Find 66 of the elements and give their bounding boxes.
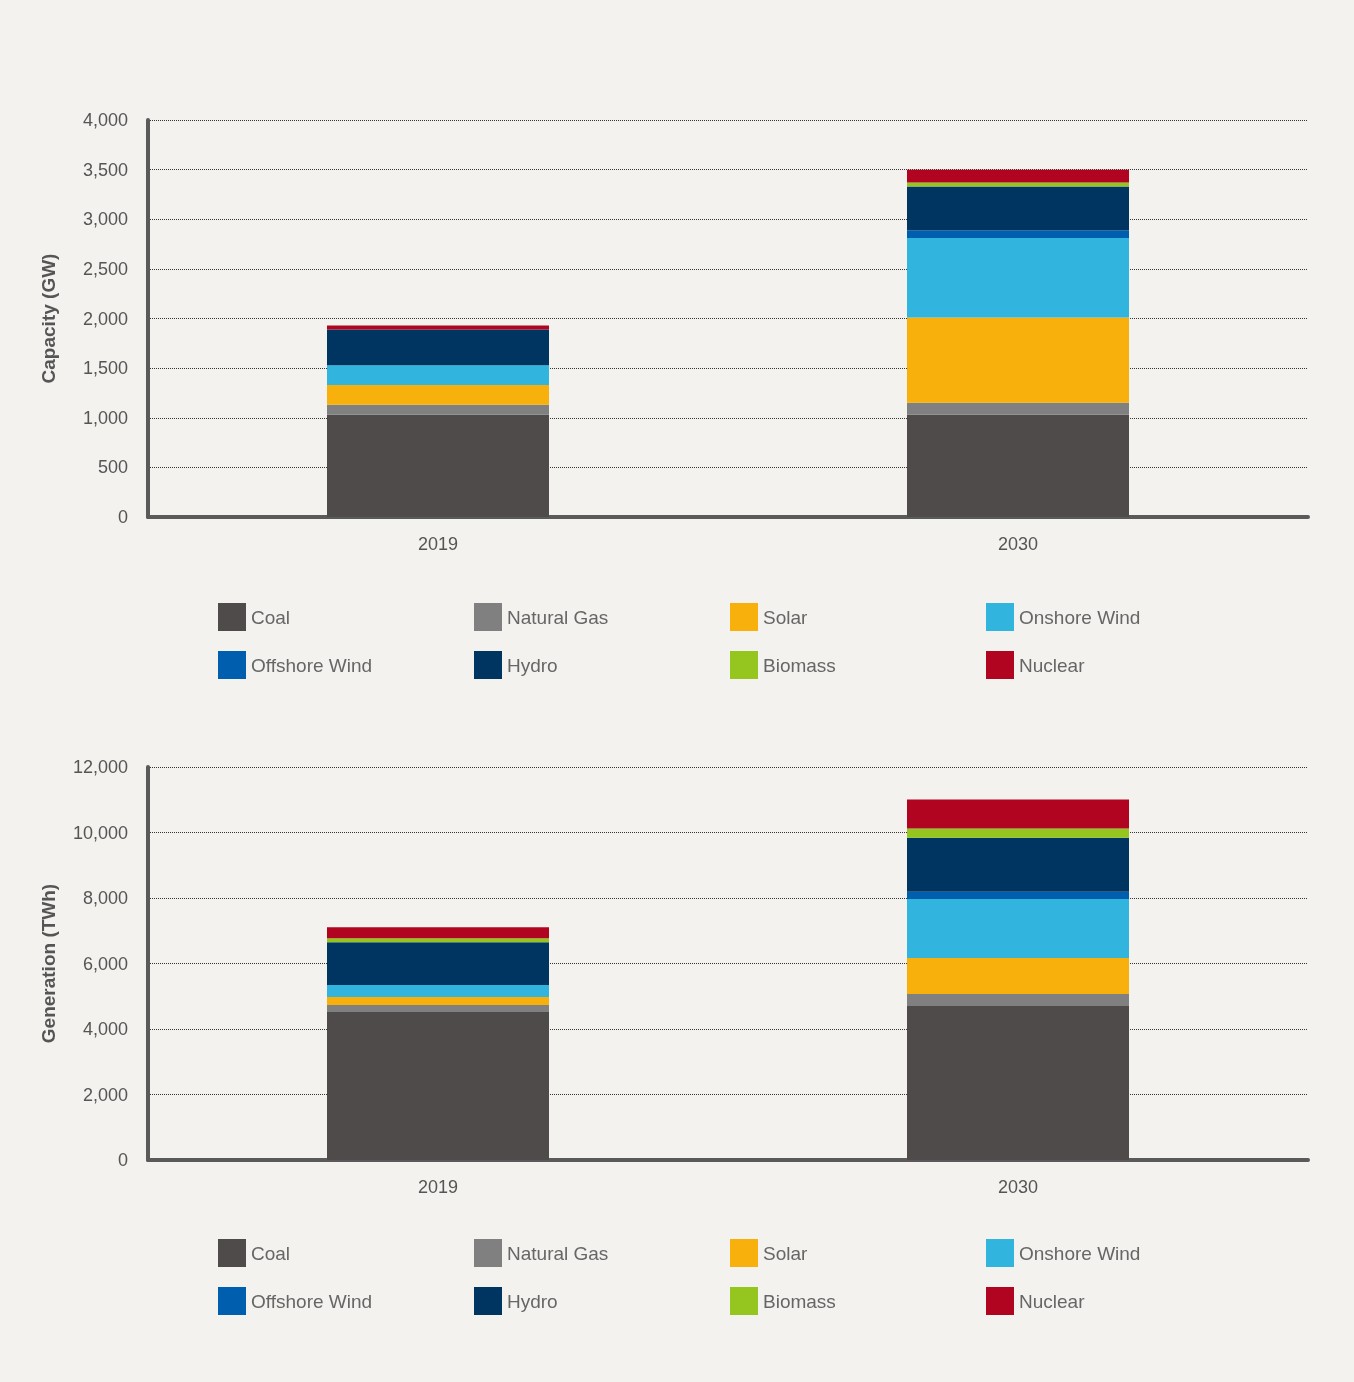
legend-label: Natural Gas [507,606,609,628]
bar [907,317,1129,403]
bar [907,799,1129,829]
bar [907,414,1129,517]
bar [907,230,1129,239]
legend-label: Nuclear [1019,654,1086,676]
y-tick-label: 6,000 [82,953,128,974]
bar [327,414,549,517]
x-tick-label: 2030 [997,534,1039,554]
legend-label: Natural Gas [507,1242,609,1264]
legend-label: Nuclear [1019,1290,1086,1312]
y-tick-label: 10,000 [72,822,128,843]
y-axis-title: Capacity (GW) [38,253,59,384]
y-tick-label: 2,500 [82,258,128,279]
y-tick-label: 0 [117,507,128,527]
bar [907,828,1129,838]
y-tick-label: 500 [97,457,128,478]
legend-label: Hydro [507,1290,558,1312]
bar [907,957,1129,994]
bar [907,837,1129,892]
bar [907,993,1129,1007]
bar [327,404,549,415]
bar [907,891,1129,899]
bar [907,238,1129,318]
y-tick-label: 1,000 [82,407,128,428]
y-tick-label: 8,000 [82,888,128,908]
y-tick-label: 4,000 [82,1019,128,1039]
bar [327,325,549,330]
bar [327,1005,549,1012]
y-tick-label: 4,000 [82,110,128,130]
legend-label: Offshore Wind [251,654,373,676]
bar [327,996,549,1006]
bar [327,942,549,986]
y-tick-label: 12,000 [72,757,128,777]
legend-label: Onshore Wind [1019,606,1141,628]
bar [327,385,549,405]
y-tick-label: 0 [117,1150,128,1170]
legend-label: Solar [763,1242,809,1264]
bar [327,329,549,366]
bar [327,1011,549,1160]
x-tick-label: 2019 [417,534,459,554]
bar [907,898,1129,958]
bar [327,927,549,939]
bar [907,169,1129,183]
x-tick-label: 2019 [417,1177,459,1197]
bar [907,1006,1129,1160]
y-tick-label: 2,000 [82,308,128,329]
legend-label: Solar [763,606,809,628]
x-tick-label: 2030 [997,1177,1039,1197]
bar [907,186,1129,231]
legend-label: Onshore Wind [1019,1242,1141,1264]
legend-label: Offshore Wind [251,1290,373,1312]
y-axis-title: Generation (TWh) [38,883,59,1044]
bar [327,985,549,997]
bar [327,365,549,385]
y-tick-label: 1,500 [82,358,128,379]
legend-label: Coal [251,606,291,628]
legend-label: Coal [251,1242,291,1264]
legend-label: Hydro [507,654,558,676]
bar [907,402,1129,415]
y-tick-label: 3,500 [82,159,128,180]
legend-label: Biomass [763,1290,836,1312]
y-tick-label: 2,000 [82,1084,128,1105]
bar [327,938,549,943]
y-tick-label: 3,000 [82,209,128,230]
legend-label: Biomass [763,654,836,676]
